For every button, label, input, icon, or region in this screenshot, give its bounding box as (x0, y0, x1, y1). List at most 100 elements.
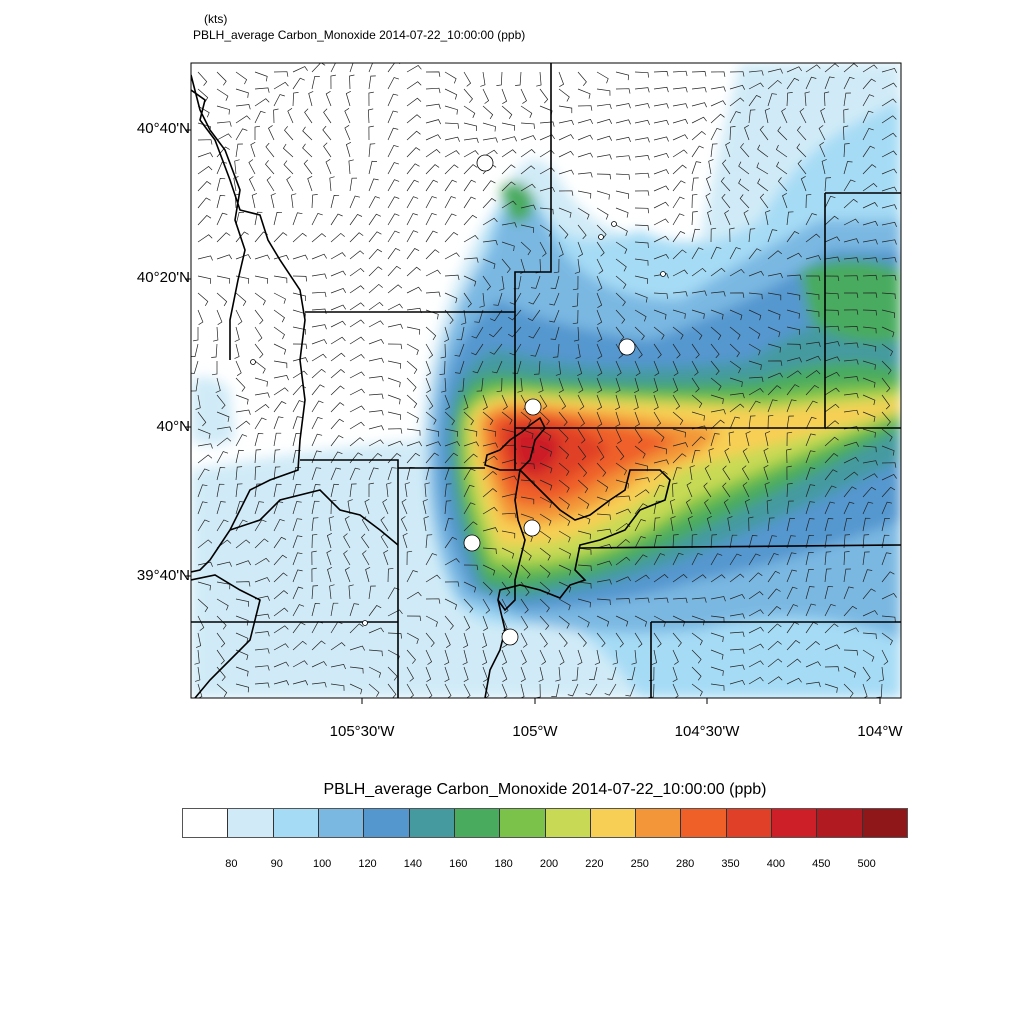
wind-barb (216, 212, 228, 226)
wind-barb (862, 473, 878, 481)
wind-barb (824, 309, 840, 316)
wind-barb (302, 143, 313, 158)
wind-barb (235, 71, 248, 85)
wind-barb (248, 159, 256, 175)
wind-barb (763, 447, 769, 464)
wind-barb (881, 501, 893, 515)
wind-barb (786, 569, 797, 583)
wind-barb (368, 649, 383, 657)
wind-barb (273, 518, 285, 532)
wind-barb (577, 598, 591, 608)
wind-barb (254, 377, 268, 387)
wind-barb (482, 198, 497, 209)
wind-barb (273, 449, 281, 464)
lat-tick-label: 40°N (156, 418, 190, 435)
wind-barb (444, 428, 459, 437)
wind-barb (729, 377, 743, 388)
wind-barb (216, 483, 225, 498)
wind-barb (292, 466, 301, 481)
wind-barb (501, 181, 516, 192)
wind-barb (254, 309, 264, 325)
colorbar-box (273, 809, 319, 837)
wind-barb (691, 211, 698, 226)
wind-barb (404, 482, 410, 498)
wind-barb (823, 91, 830, 107)
wind-barb (349, 683, 363, 695)
wind-barb (729, 326, 741, 340)
wind-barb (368, 338, 385, 345)
wind-barb (368, 160, 378, 175)
station-marker (618, 338, 636, 356)
wind-barb (406, 649, 416, 664)
wind-barb (343, 550, 351, 566)
wind-barb (577, 207, 590, 220)
wind-barb (235, 434, 248, 447)
wind-barb (254, 449, 262, 464)
wind-barb (273, 326, 285, 340)
wind-barb (805, 355, 821, 362)
wind-barb (194, 666, 201, 682)
wind-barb (254, 211, 263, 226)
wind-barb (530, 275, 541, 289)
wind-barb (235, 501, 245, 515)
wind-barb (634, 554, 648, 566)
wind-barb (330, 642, 346, 651)
wind-barb (558, 105, 573, 114)
wind-barb (254, 417, 267, 430)
wind-barb (691, 290, 707, 296)
wind-barb (574, 258, 581, 274)
wind-barb (776, 161, 788, 175)
wind-barb (501, 598, 509, 614)
wind-barb (471, 326, 484, 339)
wind-barb (824, 603, 836, 617)
wind-barb (843, 683, 854, 698)
wind-barb (558, 119, 574, 126)
wind-barb (685, 499, 693, 515)
wind-barb (594, 649, 601, 665)
wind-barb (805, 255, 822, 261)
wind-barb (577, 71, 587, 87)
wind-barb (330, 683, 345, 691)
wind-barb (344, 567, 351, 583)
wind-barb (387, 303, 403, 311)
wind-barb (444, 71, 457, 84)
wind-barb (634, 632, 643, 648)
wind-barb (254, 404, 270, 413)
wind-barb (311, 194, 318, 209)
wind-barb (283, 160, 294, 175)
wind-barb (558, 598, 571, 611)
colorbar-box (681, 809, 727, 837)
wind-barb (767, 309, 781, 320)
wind-barb (634, 258, 649, 266)
wind-barb (216, 411, 230, 422)
wind-barb (824, 325, 840, 332)
wind-barb (786, 448, 792, 464)
wind-barb (463, 105, 476, 118)
wind-barb (380, 516, 389, 532)
wind-barb (425, 164, 440, 175)
colorbar-box (454, 809, 501, 837)
wind-barb (748, 228, 756, 243)
wind-barb (739, 194, 750, 209)
lon-tick-label: 104°W (857, 723, 903, 740)
wind-barb (460, 309, 467, 325)
wind-barb (748, 343, 761, 356)
wind-barb (805, 551, 814, 566)
wind-barb (672, 213, 685, 226)
wind-barb (756, 162, 769, 175)
wind-barb (843, 586, 854, 600)
wind-barb (691, 666, 702, 681)
wind-barb (539, 513, 552, 526)
lat-tick-label: 40°20'N (136, 269, 190, 286)
wind-barb (862, 588, 876, 600)
wind-barb (463, 411, 474, 426)
wind-barb (406, 632, 419, 645)
wind-barb (444, 150, 460, 158)
wind-barb (745, 431, 751, 447)
wind-barb (653, 218, 669, 226)
wind-barb (691, 394, 703, 408)
wind-barb (596, 135, 613, 141)
wind-barb (824, 275, 840, 282)
wind-barb (462, 649, 468, 665)
wind-barb (406, 343, 419, 356)
